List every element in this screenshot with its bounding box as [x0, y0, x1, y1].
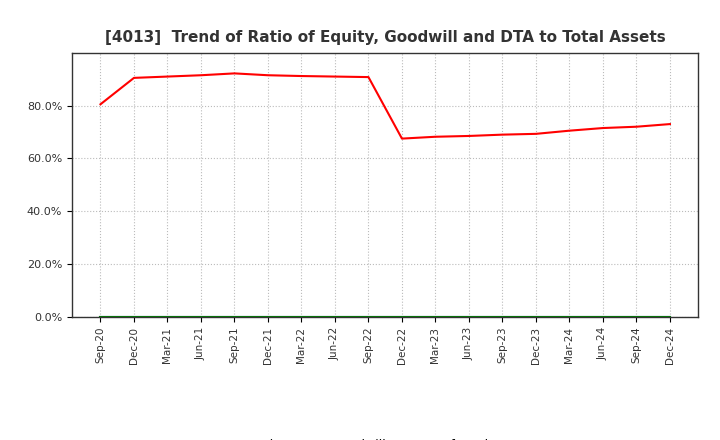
Deferred Tax Assets	[130, 314, 138, 319]
Equity	[297, 73, 306, 79]
Deferred Tax Assets	[330, 314, 339, 319]
Goodwill	[531, 314, 540, 319]
Goodwill	[464, 314, 473, 319]
Goodwill	[665, 314, 674, 319]
Equity	[397, 136, 406, 141]
Goodwill	[565, 314, 574, 319]
Deferred Tax Assets	[230, 314, 239, 319]
Deferred Tax Assets	[297, 314, 306, 319]
Deferred Tax Assets	[364, 314, 373, 319]
Equity	[197, 73, 205, 78]
Goodwill	[364, 314, 373, 319]
Equity	[431, 134, 440, 139]
Equity	[264, 73, 272, 78]
Legend: Equity, Goodwill, Deferred Tax Assets: Equity, Goodwill, Deferred Tax Assets	[208, 434, 562, 440]
Equity	[96, 102, 105, 107]
Deferred Tax Assets	[598, 314, 607, 319]
Deferred Tax Assets	[397, 314, 406, 319]
Goodwill	[264, 314, 272, 319]
Deferred Tax Assets	[565, 314, 574, 319]
Goodwill	[96, 314, 105, 319]
Deferred Tax Assets	[498, 314, 507, 319]
Equity	[531, 131, 540, 136]
Equity	[565, 128, 574, 133]
Deferred Tax Assets	[197, 314, 205, 319]
Equity	[330, 74, 339, 79]
Goodwill	[163, 314, 172, 319]
Equity	[464, 133, 473, 139]
Deferred Tax Assets	[531, 314, 540, 319]
Deferred Tax Assets	[632, 314, 641, 319]
Deferred Tax Assets	[464, 314, 473, 319]
Title: [4013]  Trend of Ratio of Equity, Goodwill and DTA to Total Assets: [4013] Trend of Ratio of Equity, Goodwil…	[105, 29, 665, 45]
Equity	[163, 74, 172, 79]
Equity	[632, 124, 641, 129]
Goodwill	[632, 314, 641, 319]
Line: Equity: Equity	[101, 73, 670, 139]
Goodwill	[297, 314, 306, 319]
Equity	[598, 125, 607, 131]
Goodwill	[598, 314, 607, 319]
Equity	[498, 132, 507, 137]
Deferred Tax Assets	[163, 314, 172, 319]
Goodwill	[197, 314, 205, 319]
Goodwill	[330, 314, 339, 319]
Equity	[130, 75, 138, 81]
Goodwill	[431, 314, 440, 319]
Deferred Tax Assets	[431, 314, 440, 319]
Deferred Tax Assets	[96, 314, 105, 319]
Equity	[364, 74, 373, 80]
Deferred Tax Assets	[665, 314, 674, 319]
Goodwill	[498, 314, 507, 319]
Deferred Tax Assets	[264, 314, 272, 319]
Goodwill	[230, 314, 239, 319]
Goodwill	[130, 314, 138, 319]
Equity	[665, 121, 674, 127]
Equity	[230, 71, 239, 76]
Goodwill	[397, 314, 406, 319]
